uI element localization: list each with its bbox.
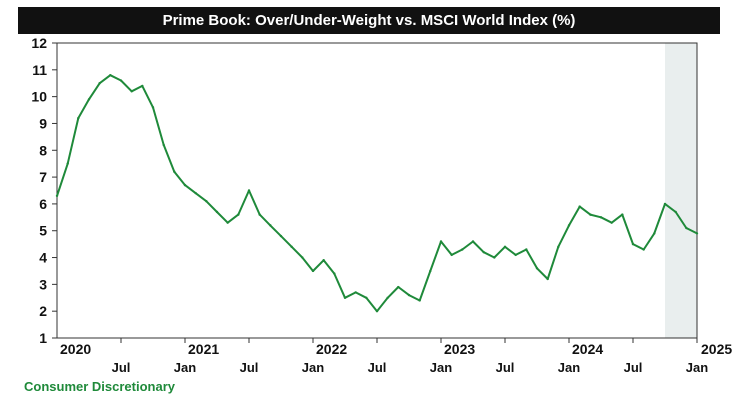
y-tick-label: 3 (39, 276, 47, 292)
year-label: 2021 (188, 341, 219, 357)
y-tick-label: 2 (39, 303, 47, 319)
data-point (151, 106, 155, 109)
y-tick-label: 10 (31, 89, 47, 105)
data-point (194, 191, 197, 195)
data-point (418, 299, 421, 302)
data-point (365, 296, 368, 299)
shaded-region (665, 43, 697, 338)
data-point (205, 200, 208, 203)
data-point (578, 205, 581, 208)
data-point (397, 285, 400, 289)
data-point (173, 170, 176, 173)
series-label: Consumer Discretionary (24, 379, 175, 394)
data-point (109, 73, 112, 77)
data-point (226, 221, 229, 224)
data-point (301, 256, 304, 259)
y-tick-label: 9 (39, 115, 47, 131)
x-tick-label: Jul (496, 360, 515, 375)
data-point (439, 240, 443, 243)
data-point (663, 202, 667, 206)
data-point (685, 226, 688, 230)
data-point (482, 250, 485, 254)
data-point (546, 277, 549, 281)
data-point (215, 210, 219, 214)
data-point (119, 79, 123, 82)
y-tick-label: 8 (39, 142, 47, 158)
data-point (237, 213, 240, 216)
data-point (162, 143, 165, 147)
data-point (130, 90, 133, 93)
x-tick-label: Jan (430, 360, 452, 375)
y-tick-label: 11 (32, 62, 47, 78)
data-point (269, 224, 272, 227)
data-point (461, 248, 464, 251)
data-point (450, 253, 453, 257)
plot-frame (56, 42, 698, 339)
data-point (503, 245, 507, 249)
data-point (514, 253, 517, 257)
year-label: 2024 (572, 341, 603, 357)
data-point (311, 269, 315, 273)
y-tick-label: 5 (39, 223, 47, 239)
data-point (535, 267, 539, 270)
data-point (386, 296, 389, 299)
data-point (407, 293, 411, 297)
y-tick-label: 1 (39, 330, 47, 346)
year-label: 2020 (60, 341, 91, 357)
data-point (493, 256, 496, 259)
y-tick-label: 4 (39, 250, 47, 266)
data-point (429, 269, 432, 273)
data-point (290, 245, 293, 249)
x-tick-label: Jan (558, 360, 580, 375)
data-point (98, 82, 101, 85)
data-point (525, 248, 528, 251)
data-point (557, 245, 560, 249)
data-point (631, 242, 635, 246)
data-point (653, 232, 656, 235)
x-tick-label: Jan (174, 360, 196, 375)
data-point (471, 240, 475, 243)
data-point (87, 98, 91, 101)
x-tick-label: Jul (624, 360, 643, 375)
x-tick-label: Jul (240, 360, 259, 375)
data-point (642, 248, 645, 251)
year-label: 2022 (316, 341, 347, 357)
data-point (375, 309, 379, 313)
data-point (183, 183, 187, 187)
data-point (599, 216, 603, 219)
data-point (674, 210, 677, 214)
y-tick-label: 6 (39, 196, 47, 212)
data-point (322, 259, 325, 262)
data-point (354, 291, 357, 294)
y-tick-label: 7 (39, 169, 47, 185)
x-tick-label: Jan (302, 360, 324, 375)
data-point (247, 189, 251, 192)
data-point (55, 194, 59, 198)
y-tick-label: 12 (31, 35, 47, 51)
x-tick-label: Jul (368, 360, 387, 375)
year-label: 2025 (701, 341, 732, 357)
data-point (141, 84, 144, 88)
data-point (66, 162, 69, 165)
data-point (333, 272, 336, 275)
x-tick-label: Jan (686, 360, 708, 375)
year-label: 2023 (444, 341, 475, 357)
data-point (258, 213, 261, 216)
data-point (589, 213, 592, 216)
chart-title: Prime Book: Over/Under-Weight vs. MSCI W… (18, 7, 720, 34)
series-line (56, 74, 698, 313)
data-point (695, 232, 699, 235)
data-point (621, 213, 624, 216)
data-point (279, 234, 283, 238)
data-point (77, 116, 80, 120)
data-point (343, 296, 347, 299)
data-point (567, 224, 571, 227)
x-tick-label: Jul (112, 360, 131, 375)
data-point (610, 221, 613, 224)
